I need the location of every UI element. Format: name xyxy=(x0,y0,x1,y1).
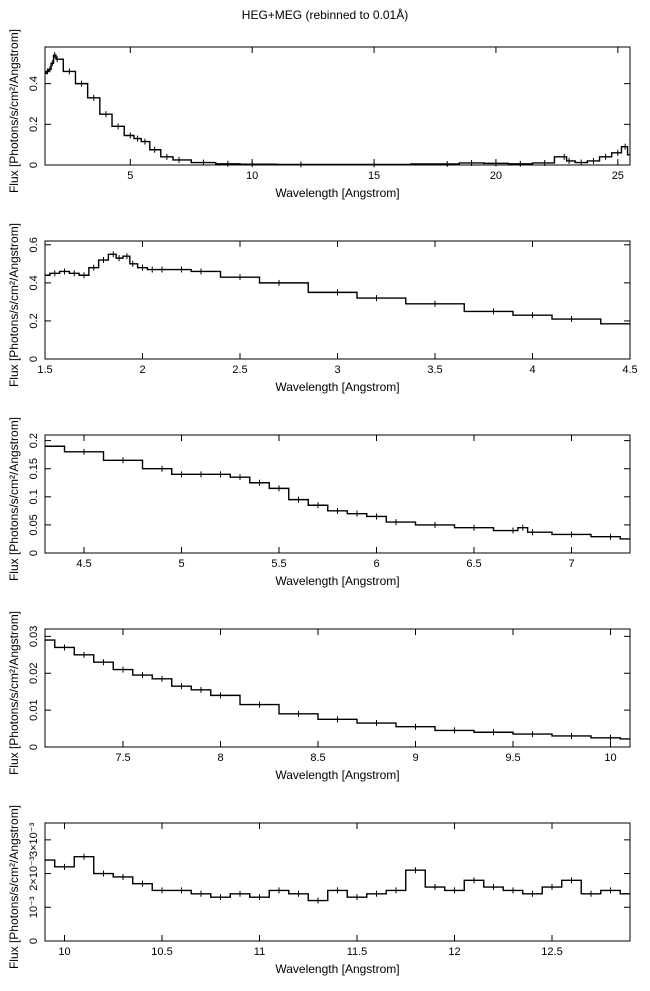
x-tick-label: 7 xyxy=(568,558,574,570)
y-tick-label: 0 xyxy=(28,162,40,168)
x-axis-label: Wavelength [Angstrom] xyxy=(275,574,399,588)
series-line xyxy=(45,253,630,325)
x-tick-label: 8.5 xyxy=(310,752,325,764)
x-tick-label: 12 xyxy=(448,946,460,958)
y-tick-label: 0.2 xyxy=(28,433,40,448)
y-tick-label: 0.2 xyxy=(28,313,40,328)
x-tick-label: 3.5 xyxy=(427,364,442,376)
x-tick-label: 10 xyxy=(246,170,258,182)
series-line xyxy=(45,445,630,540)
x-tick-label: 5 xyxy=(127,170,133,182)
figure-title: HEG+MEG (rebinned to 0.01Å) xyxy=(241,8,409,22)
y-tick-label: 0.4 xyxy=(28,275,40,290)
x-tick-label: 6.5 xyxy=(466,558,481,570)
series-line xyxy=(45,639,630,740)
plot-frame xyxy=(44,434,631,554)
y-tick-label: 0.15 xyxy=(28,458,40,479)
y-tick-label: 2×10⁻³ xyxy=(28,856,40,891)
plot-frame xyxy=(44,628,631,748)
series-line xyxy=(45,856,630,902)
x-tick-label: 6 xyxy=(373,558,379,570)
x-tick-label: 11 xyxy=(254,946,265,958)
x-tick-label: 4.5 xyxy=(76,558,91,570)
x-tick-label: 9.5 xyxy=(505,752,520,764)
y-tick-label: 0 xyxy=(28,744,40,750)
y-tick-label: 0.05 xyxy=(28,514,40,535)
x-tick-label: 12.5 xyxy=(541,946,562,958)
x-tick-label: 2 xyxy=(139,364,145,376)
x-tick-label: 20 xyxy=(490,170,502,182)
series-line xyxy=(45,54,630,166)
x-tick-label: 2.5 xyxy=(232,364,247,376)
x-axis-label: Wavelength [Angstrom] xyxy=(275,768,399,782)
y-axis-label: Flux [Photons/s/cm²/Angstrom] xyxy=(7,29,21,193)
y-axis-label: Flux [Photons/s/cm²/Angstrom] xyxy=(7,611,21,775)
y-axis-label: Flux [Photons/s/cm²/Angstrom] xyxy=(7,417,21,581)
x-tick-label: 25 xyxy=(612,170,624,182)
y-tick-label: 0 xyxy=(28,938,40,944)
x-tick-label: 9 xyxy=(412,752,418,764)
x-tick-label: 10 xyxy=(58,946,70,958)
x-tick-label: 11.5 xyxy=(347,946,368,958)
x-axis-label: Wavelength [Angstrom] xyxy=(275,186,399,200)
chart-panel-1: 5 10 15 20 25 0 0.2 0.4 Wavelength [Angstrom] Flu… xyxy=(7,29,631,200)
x-axis-label: Wavelength [Angstrom] xyxy=(275,962,399,976)
y-tick-label: 0 xyxy=(28,356,40,362)
x-tick-label: 3 xyxy=(334,364,340,376)
x-tick-label: 10.5 xyxy=(151,946,172,958)
y-axis-label: Flux [Photons/s/cm²/Angstrom] xyxy=(7,223,21,387)
x-tick-label: 10 xyxy=(604,752,616,764)
x-tick-label: 15 xyxy=(368,170,380,182)
y-tick-label: 0.6 xyxy=(28,237,40,252)
y-tick-label: 0.03 xyxy=(28,626,40,647)
x-tick-label: 5.5 xyxy=(271,558,286,570)
y-tick-label: 10⁻³ xyxy=(28,896,40,918)
chart-panel-5: 10 10.5 11 11.5 12 12.5 0 10⁻³ 2×10⁻³3×10⁻³ Wavel… xyxy=(7,805,631,976)
plot-frame xyxy=(44,46,631,166)
x-tick-label: 1.5 xyxy=(37,364,52,376)
y-tick-label: 0.01 xyxy=(28,699,40,720)
y-axis-label: Flux [Photons/s/cm²/Angstrom] xyxy=(7,805,21,969)
y-tick-label: 0.2 xyxy=(28,117,40,132)
y-tick-label: 0.1 xyxy=(28,489,40,504)
plot-frame xyxy=(44,240,631,360)
chart-panel-4: 7.5 8 8.5 9 9.5 10 0 0.01 0.02 0.03 Wavelength [An… xyxy=(7,611,631,782)
chart-panel-3: 4.5 5 5.5 6 6.5 7 0 0.05 0.1 0.15 0.2 Wavelength [A… xyxy=(7,417,631,588)
plot-frame xyxy=(44,822,631,942)
x-axis-label: Wavelength [Angstrom] xyxy=(275,380,399,394)
x-tick-label: 5 xyxy=(178,558,184,570)
x-tick-label: 7.5 xyxy=(115,752,130,764)
y-tick-label: 0.02 xyxy=(28,663,40,684)
x-tick-label: 4 xyxy=(529,364,535,376)
chart-panel-2: 1.5 2 2.5 3 3.5 4 4.5 0 0.2 0.4 0.6 Wavelength [Ang… xyxy=(7,223,638,394)
x-tick-label: 8 xyxy=(217,752,223,764)
x-tick-label: 4.5 xyxy=(622,364,637,376)
y-tick-label: 0.4 xyxy=(28,76,40,91)
y-tick-label: 0 xyxy=(28,550,40,556)
y-tick-label: 3×10⁻³ xyxy=(28,822,40,857)
